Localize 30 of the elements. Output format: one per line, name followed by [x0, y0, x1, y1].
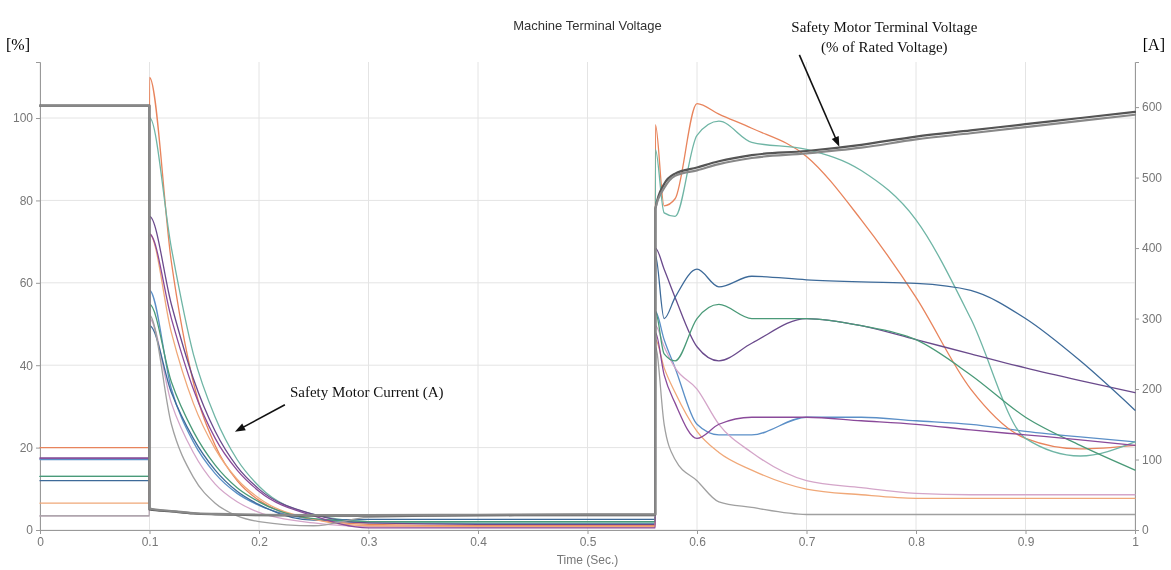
x-tick-label: 0.9: [1017, 534, 1035, 549]
x-tick-label: 0: [37, 534, 45, 549]
x-axis-title: Time (Sec.): [556, 553, 619, 567]
x-tick-label: 0.8: [908, 534, 926, 549]
y2-tick-label: 600: [1142, 100, 1163, 115]
y-tick-label: 20: [19, 440, 34, 455]
y-axis-title: [%]: [6, 36, 30, 53]
y-tick-label: 80: [19, 193, 34, 208]
annotation: Safety Motor Current (A): [289, 383, 444, 401]
x-tick-label: 0.4: [470, 534, 488, 549]
x-tick-label: 0.3: [360, 534, 378, 549]
x-tick-label: 0.6: [689, 534, 707, 549]
x-tick-label: 1: [1132, 534, 1140, 549]
y2-tick-label: 100: [1142, 452, 1163, 467]
y-tick-label: 40: [19, 358, 34, 373]
x-tick-label: 0.5: [579, 534, 597, 549]
x-tick-label: 0.7: [798, 534, 816, 549]
annotation: Safety Motor Terminal Voltage (% of Rated Voltage): [791, 18, 978, 56]
y2-tick-label: 300: [1142, 311, 1163, 326]
y2-tick-label: 500: [1142, 170, 1163, 185]
chart-title: Machine Terminal Voltage: [513, 18, 662, 33]
y-tick-label: 60: [19, 276, 34, 291]
x-tick-label: 0.2: [251, 534, 269, 549]
y2-tick-label: 0: [1142, 523, 1149, 538]
y-tick-label: 100: [12, 111, 34, 126]
x-tick-label: 0.1: [141, 534, 159, 549]
y-tick-label: 0: [26, 523, 34, 538]
y2-axis-title: [A]: [1142, 36, 1165, 53]
y2-tick-label: 200: [1142, 382, 1163, 397]
y2-tick-label: 400: [1142, 241, 1163, 256]
